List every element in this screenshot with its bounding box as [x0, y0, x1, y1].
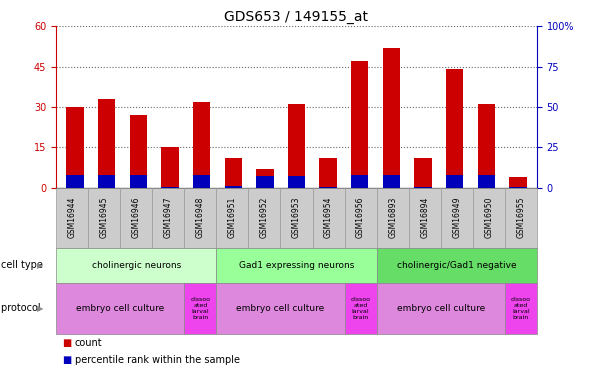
Text: ▶: ▶	[37, 261, 44, 270]
Text: GSM16952: GSM16952	[260, 197, 269, 238]
Text: dissoo
ated
larval
brain: dissoo ated larval brain	[191, 297, 210, 320]
Text: GSM16947: GSM16947	[164, 197, 173, 238]
Text: GSM16945: GSM16945	[100, 197, 109, 238]
Text: dissoo
ated
larval
brain: dissoo ated larval brain	[350, 297, 371, 320]
Bar	[161, 187, 179, 188]
Bar	[288, 176, 305, 188]
Bar	[446, 175, 463, 188]
Text: GSM16893: GSM16893	[388, 197, 397, 238]
Bar	[256, 169, 274, 188]
Bar	[383, 175, 400, 188]
Text: GSM16948: GSM16948	[196, 197, 205, 238]
Bar	[509, 177, 527, 188]
Text: GSM16894: GSM16894	[420, 197, 429, 238]
Text: GSM16949: GSM16949	[453, 197, 461, 238]
Bar	[414, 187, 432, 188]
Text: cell type: cell type	[1, 260, 45, 270]
Text: ■: ■	[62, 355, 71, 365]
Bar	[66, 175, 84, 188]
Bar	[66, 107, 84, 188]
Text: ▶: ▶	[37, 304, 44, 313]
Text: embryo cell culture: embryo cell culture	[76, 304, 164, 313]
Title: GDS653 / 149155_at: GDS653 / 149155_at	[224, 10, 369, 24]
Text: count: count	[75, 338, 103, 348]
Bar	[225, 158, 242, 188]
Bar	[477, 104, 495, 188]
Text: GSM16954: GSM16954	[324, 197, 333, 238]
Bar	[98, 175, 116, 188]
Text: GSM16951: GSM16951	[228, 197, 237, 238]
Bar	[130, 176, 147, 188]
Text: cholinergic neurons: cholinergic neurons	[91, 261, 181, 270]
Text: GSM16955: GSM16955	[516, 197, 525, 238]
Text: ■: ■	[62, 338, 71, 348]
Text: embryo cell culture: embryo cell culture	[396, 304, 485, 313]
Bar	[130, 115, 147, 188]
Text: percentile rank within the sample: percentile rank within the sample	[75, 355, 240, 365]
Text: GSM16953: GSM16953	[292, 197, 301, 238]
Bar	[98, 99, 116, 188]
Bar	[509, 187, 527, 188]
Bar	[477, 175, 495, 188]
Text: embryo cell culture: embryo cell culture	[237, 304, 324, 313]
Text: dissoo
ated
larval
brain: dissoo ated larval brain	[511, 297, 531, 320]
Text: GSM16956: GSM16956	[356, 197, 365, 238]
Bar	[225, 186, 242, 188]
Bar	[193, 102, 210, 188]
Bar	[256, 176, 274, 188]
Text: cholinergic/Gad1 negative: cholinergic/Gad1 negative	[397, 261, 517, 270]
Bar	[383, 48, 400, 188]
Text: protocol: protocol	[1, 303, 43, 313]
Text: Gad1 expressing neurons: Gad1 expressing neurons	[239, 261, 354, 270]
Bar	[351, 175, 368, 188]
Text: GSM16944: GSM16944	[68, 197, 77, 238]
Text: GSM16950: GSM16950	[484, 197, 493, 238]
Bar	[288, 104, 305, 188]
Bar	[161, 147, 179, 188]
Bar	[319, 158, 337, 188]
Bar	[446, 69, 463, 188]
Bar	[414, 158, 432, 188]
Bar	[351, 61, 368, 188]
Bar	[193, 176, 210, 188]
Text: GSM16946: GSM16946	[132, 197, 140, 238]
Bar	[319, 187, 337, 188]
